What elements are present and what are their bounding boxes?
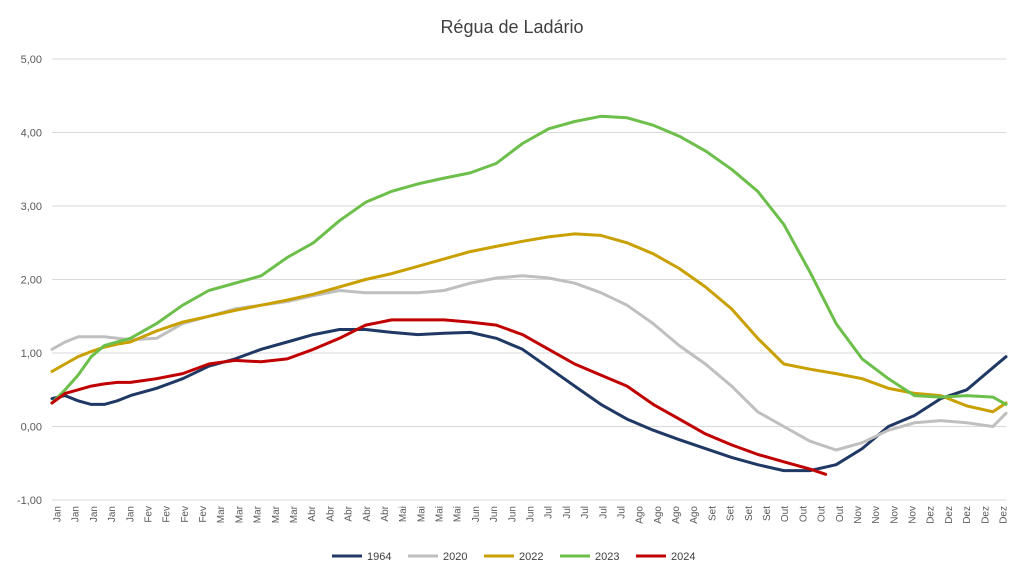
x-tick-label: Dez bbox=[926, 506, 937, 524]
x-tick-label: Dez bbox=[944, 506, 955, 524]
x-tick-label: Out bbox=[780, 506, 791, 522]
legend-label-2022: 2022 bbox=[519, 551, 543, 563]
y-tick-label: 2,00 bbox=[21, 275, 42, 287]
x-tick-label: Jul bbox=[616, 506, 627, 519]
x-tick-label: Set bbox=[744, 506, 755, 521]
x-tick-label: Dez bbox=[962, 506, 973, 524]
legend: 1964 2020 2022 2023 2024 bbox=[332, 551, 695, 563]
x-tick-label: Mar bbox=[234, 505, 245, 523]
x-tick-label: Jul bbox=[544, 506, 555, 519]
x-tick-label: Set bbox=[726, 506, 737, 521]
x-tick-label: Jan bbox=[107, 506, 118, 522]
x-tick-label: Jan bbox=[89, 506, 100, 522]
y-tick-label: 0,00 bbox=[21, 422, 42, 434]
x-tick-label: Jul bbox=[580, 506, 591, 519]
x-tick-label: Fev bbox=[180, 506, 191, 523]
x-tick-label: Abr bbox=[344, 505, 355, 521]
x-tick-label: Nov bbox=[908, 506, 919, 524]
x-tick-label: Fev bbox=[143, 506, 154, 523]
x-tick-label: Jul bbox=[598, 506, 609, 519]
x-tick-label: Ago bbox=[653, 506, 664, 524]
x-tick-label: Abr bbox=[307, 505, 318, 521]
x-tick-label: Jan bbox=[125, 506, 136, 522]
x-tick-label: Out bbox=[817, 506, 828, 522]
y-tick-label: -1,00 bbox=[17, 495, 42, 507]
x-tick-label: Abr bbox=[362, 505, 373, 521]
x-tick-label: Dez bbox=[999, 506, 1010, 524]
y-tick-label: 4,00 bbox=[21, 128, 42, 140]
x-tick-label: Ago bbox=[635, 506, 646, 524]
y-tick-label: 5,00 bbox=[21, 54, 42, 66]
y-tick-label: 1,00 bbox=[21, 348, 42, 360]
series-line-2020 bbox=[50, 274, 1008, 452]
x-tick-label: Mai bbox=[435, 506, 446, 522]
x-tick-label: Mai bbox=[398, 506, 409, 522]
x-tick-label: Mar bbox=[289, 505, 300, 523]
series-lines bbox=[50, 114, 1008, 476]
x-tick-label: Abr bbox=[325, 505, 336, 521]
legend-label-2023: 2023 bbox=[595, 551, 619, 563]
x-tick-label: Jun bbox=[526, 506, 537, 522]
x-tick-label: Mai bbox=[453, 506, 464, 522]
legend-label-2024: 2024 bbox=[671, 551, 695, 563]
x-tick-label: Jan bbox=[71, 506, 82, 522]
x-tick-label: Jun bbox=[471, 506, 482, 522]
x-tick-label: Nov bbox=[853, 506, 864, 524]
x-tick-label: Fev bbox=[162, 506, 173, 523]
x-tick-label: Jan bbox=[53, 506, 64, 522]
x-tick-label: Nov bbox=[889, 506, 900, 524]
x-tick-label: Mar bbox=[253, 505, 264, 523]
series-line-2024 bbox=[50, 318, 828, 476]
x-tick-label: Set bbox=[762, 506, 773, 521]
x-tick-label: Mai bbox=[416, 506, 427, 522]
x-tick-label: Abr bbox=[380, 505, 391, 521]
x-tick-label: Mar bbox=[271, 505, 282, 523]
x-tick-label: Out bbox=[835, 506, 846, 522]
y-axis-ticks: -1,00 0,00 1,00 2,00 3,00 4,00 5,00 bbox=[17, 54, 42, 507]
x-tick-label: Set bbox=[707, 506, 718, 521]
x-tick-label: Jul bbox=[562, 506, 573, 519]
x-tick-label: Ago bbox=[689, 506, 700, 524]
x-tick-label: Mar bbox=[216, 505, 227, 523]
x-tick-label: Jun bbox=[489, 506, 500, 522]
x-tick-label: Dez bbox=[980, 506, 991, 524]
chart-title: Régua de Ladário bbox=[440, 17, 583, 37]
series-line-1964 bbox=[50, 328, 1008, 473]
x-tick-label: Out bbox=[798, 506, 809, 522]
y-tick-label: 3,00 bbox=[21, 201, 42, 213]
series-line-2023 bbox=[50, 114, 1008, 406]
legend-label-1964: 1964 bbox=[367, 551, 391, 563]
gridlines bbox=[52, 58, 1006, 501]
x-tick-label: Nov bbox=[871, 506, 882, 524]
series-line-2022 bbox=[50, 232, 1008, 414]
x-tick-label: Fev bbox=[198, 506, 209, 523]
x-tick-label: Ago bbox=[671, 506, 682, 524]
x-axis-ticks: Jan Jan Jan Jan Jan Fev Fev Fev Fev Mar Mar Mar Mar M… bbox=[53, 505, 1010, 523]
legend-label-2020: 2020 bbox=[443, 551, 467, 563]
x-tick-label: Jun bbox=[507, 506, 518, 522]
